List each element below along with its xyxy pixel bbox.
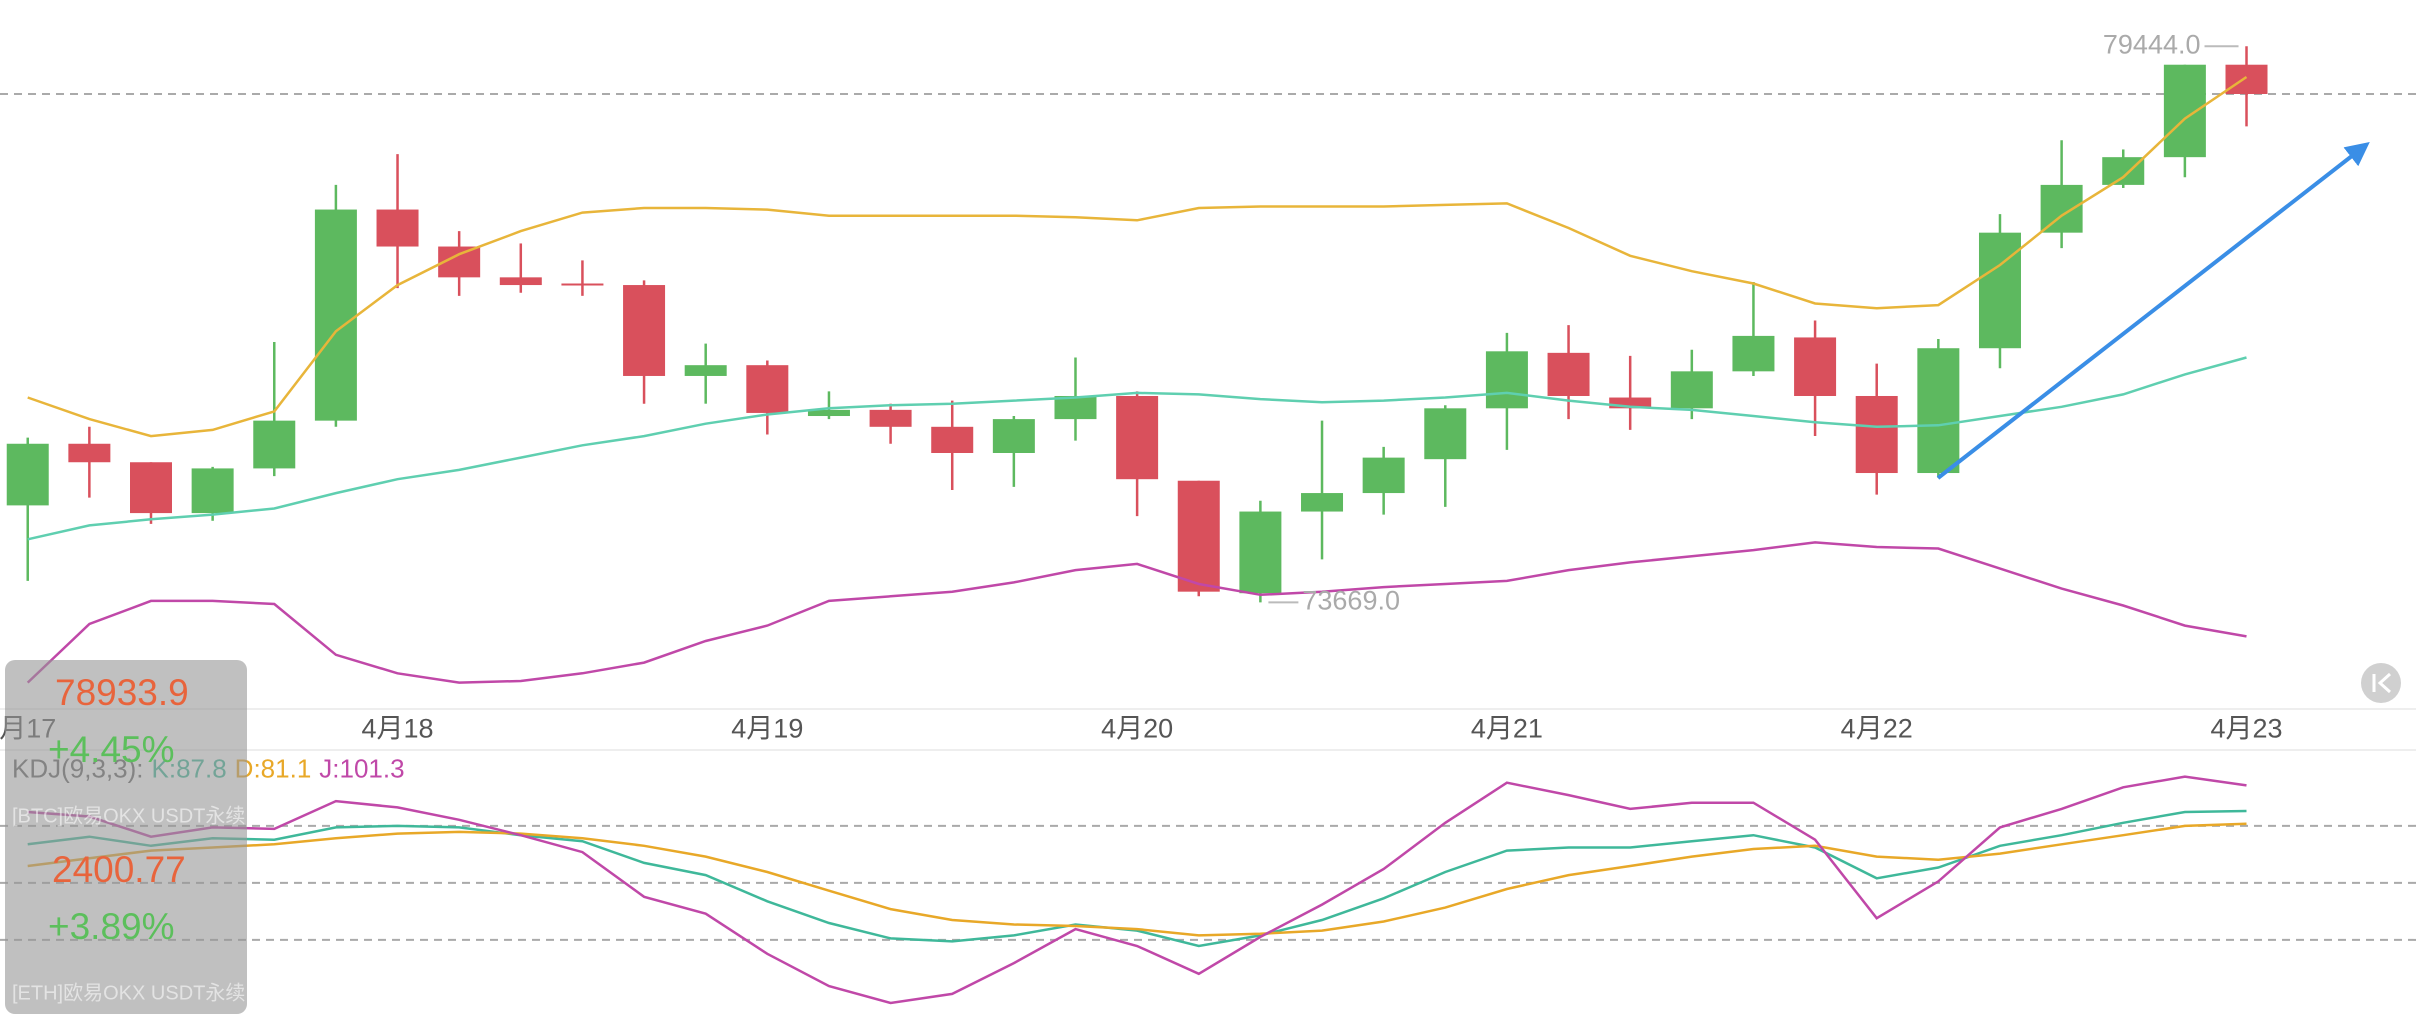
candle-body [1301,493,1344,512]
candle-body [2102,157,2145,185]
x-tick-label: 4月23 [2210,713,2282,743]
candle-body [746,365,789,413]
band-line [26,541,2247,684]
candle-body [1855,395,1898,474]
back-button[interactable] [2361,663,2401,703]
candle-body [1732,335,1775,372]
candle-body [684,365,727,376]
kdj-line [27,775,2247,1005]
candle-body [623,285,666,376]
x-tick-label: 4月18 [361,713,433,743]
legend-entry: J:101.3 [319,753,404,783]
candle-body [807,409,850,417]
candle-body [1485,351,1528,409]
candle-body [1609,397,1652,409]
candle-body [1424,408,1467,460]
x-tick-label: 4月22 [1841,713,1913,743]
candle-body [253,420,296,469]
trend-arrow [1936,142,2370,480]
quote-price: 78933.9 [55,672,189,713]
candle-body [2225,64,2268,94]
legend-entry: D:81.1 [235,753,312,783]
kdj-line [27,822,2247,937]
quote-change: +3.89% [48,906,175,947]
candle-body [376,209,419,247]
candle-body [869,409,912,427]
band-line [27,75,2248,438]
x-tick-label: 4月19 [731,713,803,743]
quote-price: 2400.77 [52,849,186,890]
candle-body [499,277,542,286]
x-tick-label: 4月21 [1471,713,1543,743]
max-label: 79444.0 [2103,29,2201,59]
candle-body [1177,480,1220,592]
quote-panel: 78933.9 +4.45% [BTC]欧易OKX USDT永续 2400.77… [5,660,247,1014]
plot: 月174月184月194月204月214月224月2379444.073669.… [0,29,2416,1005]
candle-body [1670,371,1713,409]
candle-body [68,443,111,463]
candle-body [992,419,1035,453]
kdj-line [27,809,2247,948]
candle-body [130,462,172,514]
candle-body [1362,457,1405,494]
quote-box [5,660,247,1014]
candle-body [1239,511,1282,594]
min-label: 73669.0 [1302,585,1400,615]
candle-body [1547,352,1590,396]
candle-body [6,443,49,506]
quote-market: [BTC]欧易OKX USDT永续 [12,804,245,827]
candle-body [2040,184,2083,233]
quote-change: +4.45% [48,729,175,770]
candle-body [561,283,604,286]
candle-body [2163,64,2206,158]
candle-body [1978,232,2021,349]
candle-body [1054,395,1097,420]
candle-body [314,209,357,421]
candle-body [1917,348,1960,474]
candle-body [931,426,974,453]
candle-body [191,468,234,514]
candle-body [1116,395,1159,480]
band-line [27,356,2247,541]
candle-body [1794,337,1837,396]
x-tick-label: 4月20 [1101,713,1173,743]
quote-market: [ETH]欧易OKX USDT永续 [12,981,245,1004]
